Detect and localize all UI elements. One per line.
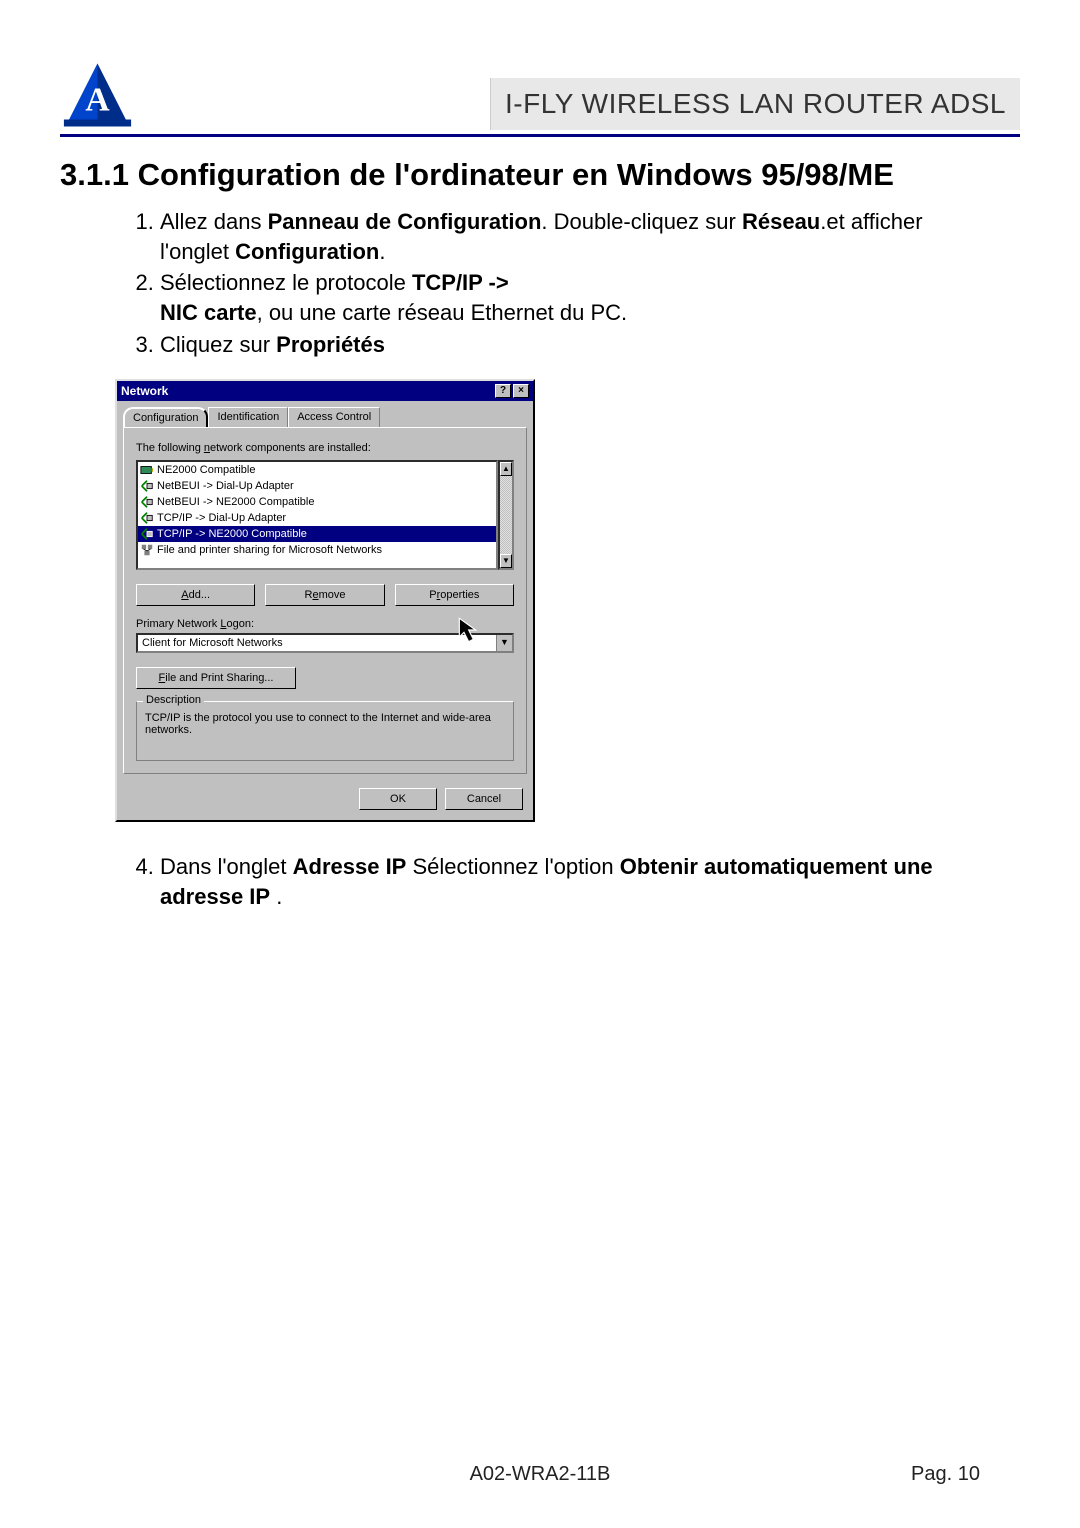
list-item[interactable]: File and printer sharing for Microsoft N… (138, 542, 496, 558)
network-dialog: Network ? × ConfigurationIdentificationA… (115, 379, 535, 822)
properties-button[interactable]: Properties (395, 584, 514, 606)
instruction-step: Sélectionnez le protocole TCP/IP ->NIC c… (160, 268, 980, 327)
primary-logon-label: Primary Network Logon: (136, 618, 514, 630)
instruction-list-after: Dans l'onglet Adresse IP Sélectionnez l'… (130, 852, 1020, 911)
dialog-titlebar: Network ? × (117, 381, 533, 401)
tab-access-control[interactable]: Access Control (288, 407, 380, 427)
page-header: A I-FLY WIRELESS LAN ROUTER ADSL (60, 60, 1020, 137)
description-legend: Description (143, 694, 204, 706)
description-text: TCP/IP is the protocol you use to connec… (145, 712, 505, 736)
list-item[interactable]: NetBEUI -> Dial-Up Adapter (138, 478, 496, 494)
help-icon[interactable]: ? (495, 384, 511, 398)
configuration-panel: The following network components are ins… (123, 427, 527, 774)
primary-logon-select[interactable]: Client for Microsoft Networks ▼ (136, 633, 514, 653)
list-item[interactable]: NE2000 Compatible (138, 462, 496, 478)
tab-identification[interactable]: Identification (208, 407, 288, 427)
svg-text:A: A (85, 81, 109, 118)
list-item[interactable]: NetBEUI -> NE2000 Compatible (138, 494, 496, 510)
instruction-step: Dans l'onglet Adresse IP Sélectionnez l'… (160, 852, 980, 911)
description-group: Description TCP/IP is the protocol you u… (136, 701, 514, 761)
ok-button[interactable]: OK (359, 788, 437, 810)
tab-configuration[interactable]: Configuration (123, 407, 208, 427)
product-title: I-FLY WIRELESS LAN ROUTER ADSL (490, 78, 1020, 130)
section-heading: 3.1.1 Configuration de l'ordinateur en W… (60, 157, 1020, 193)
instruction-step: Cliquez sur Propriétés (160, 330, 980, 360)
file-print-sharing-button[interactable]: File and Print Sharing... (136, 667, 296, 689)
page-footer: A02-WRA2-11B Pag. 10 (0, 1463, 1080, 1486)
doc-code: A02-WRA2-11B (240, 1463, 840, 1486)
listbox-scrollbar[interactable]: ▲ ▼ (498, 460, 514, 570)
brand-logo: A (60, 60, 135, 130)
close-icon[interactable]: × (513, 384, 529, 398)
chevron-down-icon[interactable]: ▼ (496, 635, 512, 651)
dialog-title: Network (121, 384, 493, 398)
scroll-down-icon[interactable]: ▼ (500, 554, 512, 568)
list-item[interactable]: TCP/IP -> NE2000 Compatible (138, 526, 496, 542)
list-item[interactable]: TCP/IP -> Dial-Up Adapter (138, 510, 496, 526)
dialog-tabs: ConfigurationIdentificationAccess Contro… (123, 407, 527, 427)
instruction-step: Allez dans Panneau de Configuration. Dou… (160, 207, 980, 266)
instruction-list-before: Allez dans Panneau de Configuration. Dou… (130, 207, 1020, 359)
components-label: The following network components are ins… (136, 442, 514, 454)
primary-logon-value: Client for Microsoft Networks (138, 635, 496, 651)
components-listbox[interactable]: NE2000 CompatibleNetBEUI -> Dial-Up Adap… (136, 460, 498, 570)
scroll-up-icon[interactable]: ▲ (500, 462, 512, 476)
page-number: Pag. 10 (840, 1463, 980, 1486)
cancel-button[interactable]: Cancel (445, 788, 523, 810)
remove-button[interactable]: Remove (265, 584, 384, 606)
add-button[interactable]: Add... (136, 584, 255, 606)
